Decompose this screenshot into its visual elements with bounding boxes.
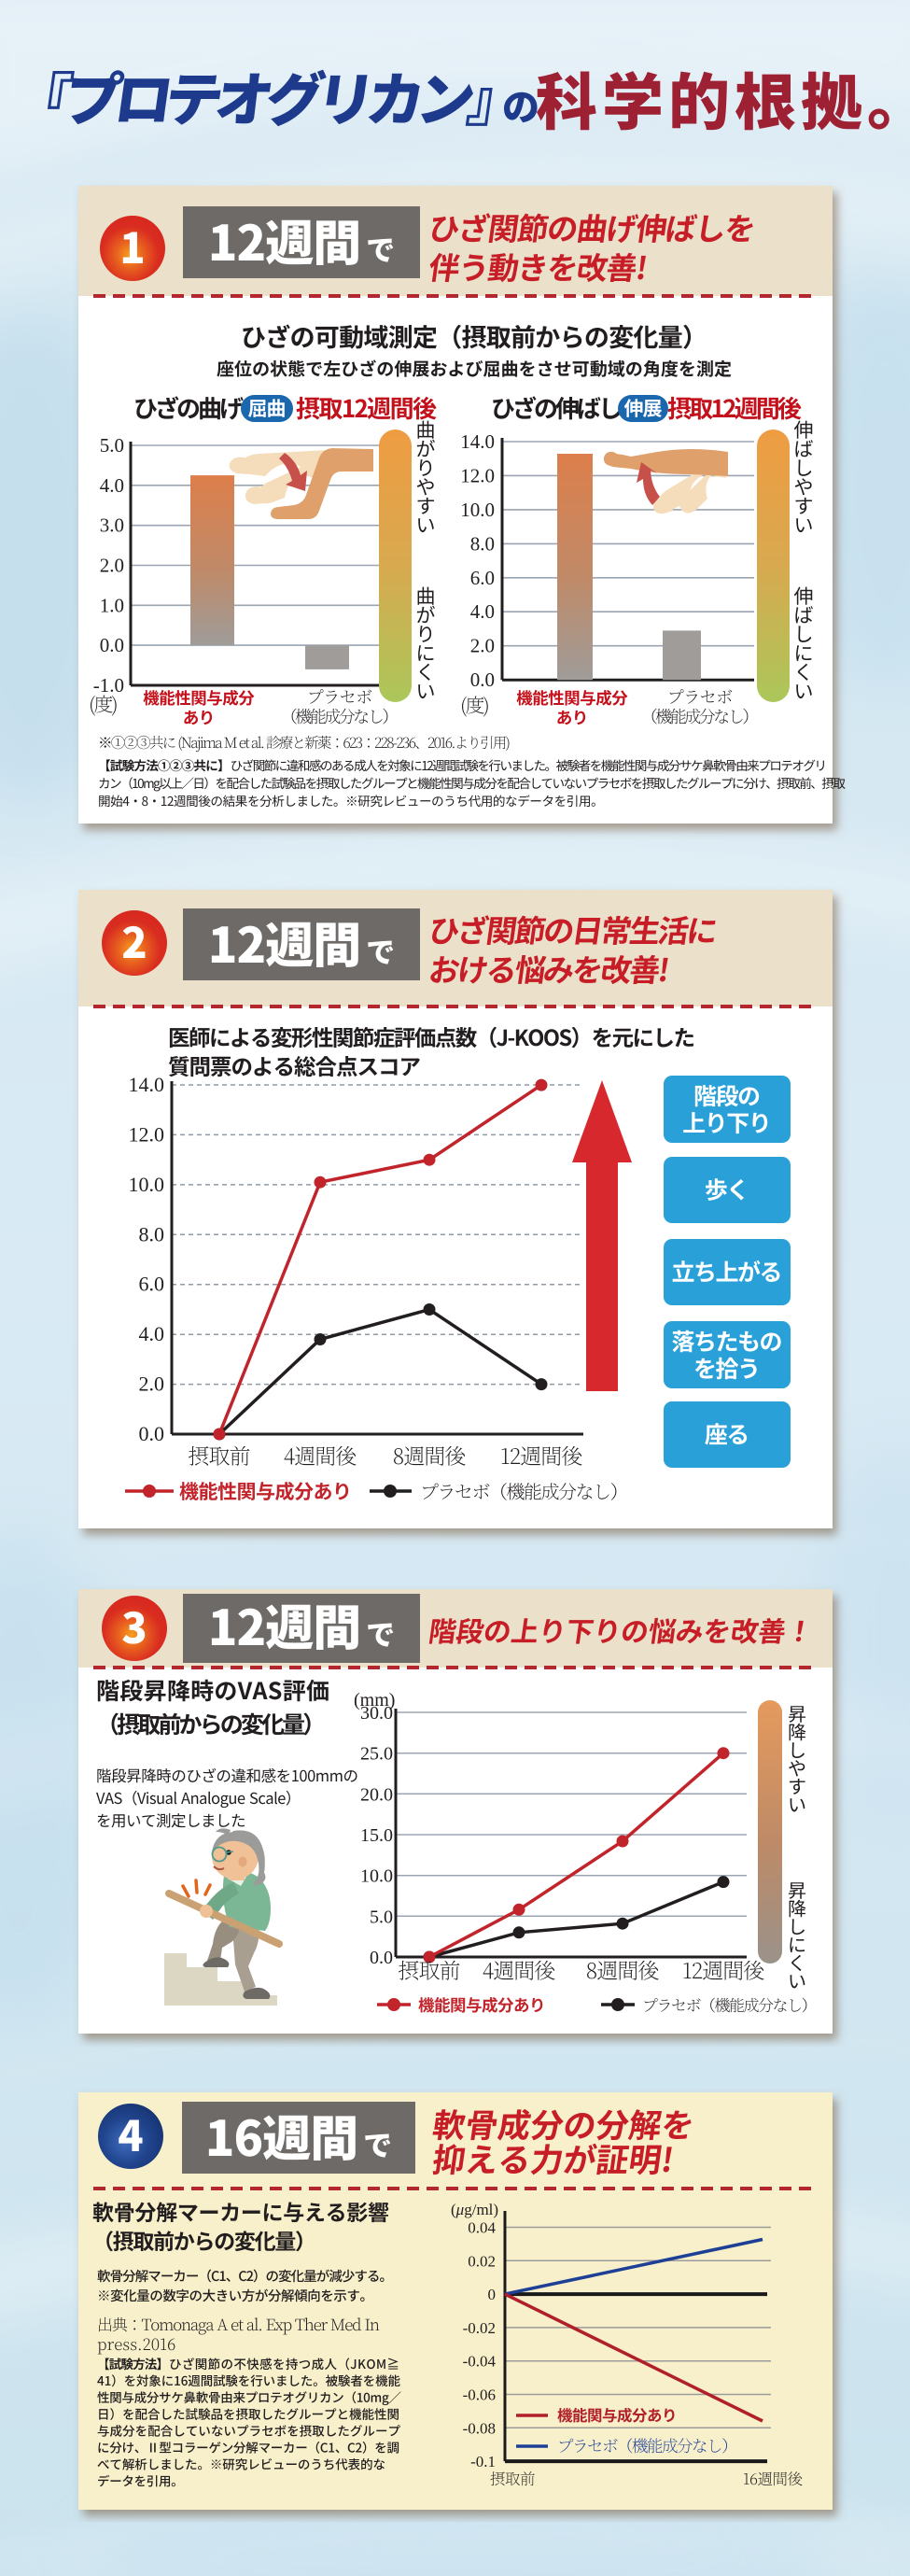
- svg-text:5.0: 5.0: [370, 1907, 393, 1927]
- svg-text:(mm): (mm): [354, 1690, 395, 1710]
- svg-text:8.0: 8.0: [139, 1222, 165, 1246]
- svg-text:3.0: 3.0: [100, 514, 124, 537]
- svg-text:10.0: 10.0: [129, 1173, 165, 1196]
- svg-text:1.0: 1.0: [100, 594, 124, 616]
- svg-text:-1.0: -1.0: [93, 674, 124, 697]
- svg-text:0.02: 0.02: [468, 2252, 496, 2270]
- svg-text:-0.02: -0.02: [463, 2319, 496, 2337]
- svg-text:0.0: 0.0: [370, 1948, 393, 1968]
- svg-text:14.0: 14.0: [460, 430, 495, 453]
- svg-text:-0.06: -0.06: [463, 2386, 496, 2404]
- svg-text:30.0: 30.0: [360, 1703, 393, 1724]
- svg-text:2.0: 2.0: [470, 635, 495, 657]
- svg-text:-0.04: -0.04: [463, 2353, 497, 2371]
- svg-text:6.0: 6.0: [470, 567, 495, 589]
- svg-text:12.0: 12.0: [129, 1122, 165, 1146]
- svg-text:0.0: 0.0: [100, 634, 124, 656]
- svg-text:10.0: 10.0: [460, 499, 495, 521]
- svg-text:-0.08: -0.08: [463, 2419, 496, 2437]
- svg-text:6.0: 6.0: [139, 1273, 165, 1296]
- svg-text:8.0: 8.0: [470, 532, 495, 555]
- svg-text:0.04: 0.04: [468, 2219, 496, 2237]
- svg-text:10.0: 10.0: [360, 1866, 393, 1887]
- svg-text:15.0: 15.0: [360, 1825, 393, 1846]
- svg-text:20.0: 20.0: [360, 1784, 393, 1805]
- svg-text:2.0: 2.0: [139, 1372, 165, 1396]
- svg-text:5.0: 5.0: [100, 434, 124, 457]
- svg-text:4.0: 4.0: [470, 600, 495, 623]
- svg-text:4.0: 4.0: [139, 1322, 165, 1345]
- svg-text:2.0: 2.0: [100, 555, 124, 577]
- svg-text:14.0: 14.0: [129, 1073, 165, 1096]
- svg-text:25.0: 25.0: [360, 1744, 393, 1765]
- svg-text:(μg/ml): (μg/ml): [451, 2201, 498, 2218]
- svg-text:4.0: 4.0: [100, 474, 124, 497]
- svg-text:0.0: 0.0: [470, 669, 495, 691]
- svg-text:-0.1: -0.1: [470, 2453, 496, 2470]
- svg-text:0.0: 0.0: [139, 1422, 165, 1445]
- svg-text:0: 0: [488, 2286, 497, 2303]
- svg-text:12.0: 12.0: [460, 465, 495, 487]
